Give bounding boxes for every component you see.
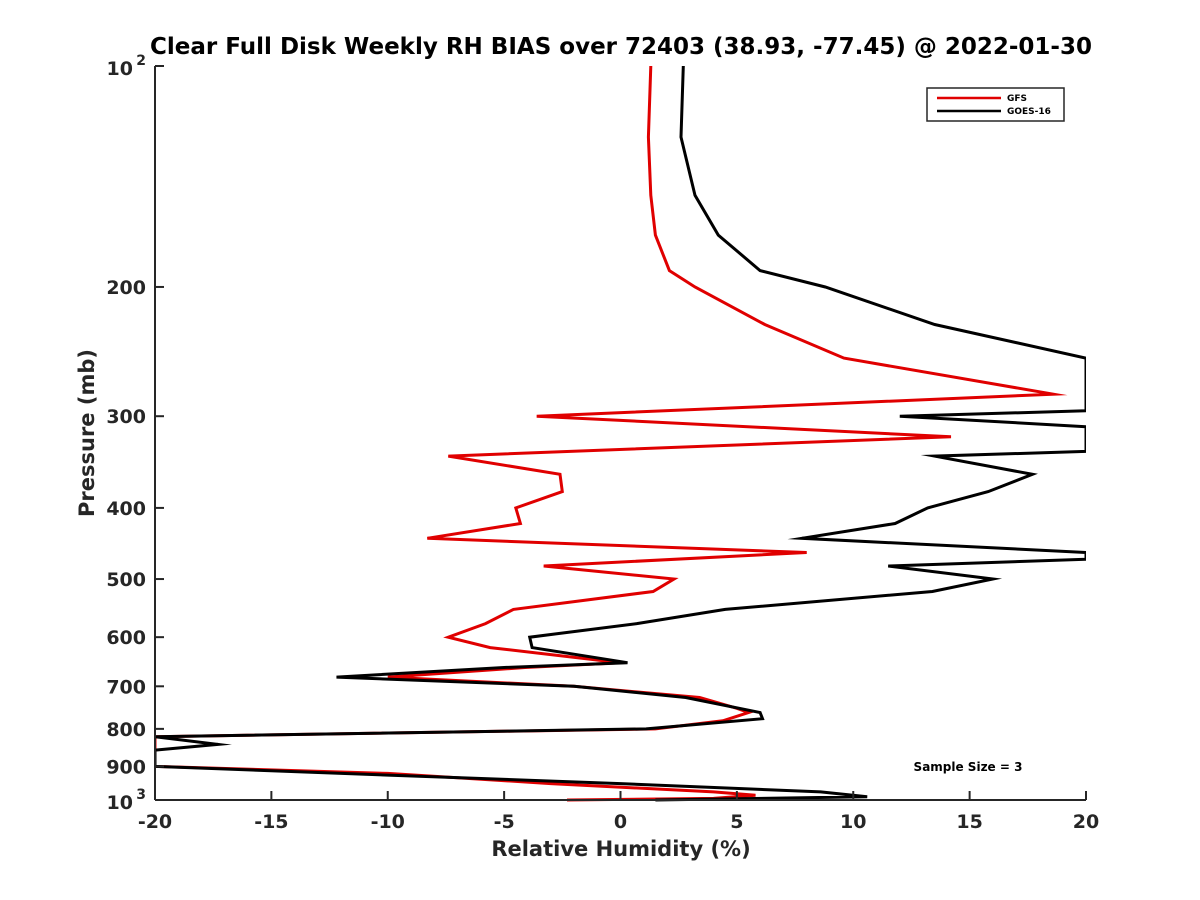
y-tick-label: 800 xyxy=(106,719,146,741)
legend: GFS GOES-16 xyxy=(926,87,1065,122)
y-axis-label: Pressure (mb) xyxy=(75,349,99,517)
x-tick-label: 5 xyxy=(730,811,743,833)
plot-area xyxy=(155,65,1086,802)
y-tick-label: 500 xyxy=(106,569,146,591)
legend-label: GFS xyxy=(1007,94,1027,104)
x-axis-label: Relative Humidity (%) xyxy=(491,837,750,861)
x-tick-label: 15 xyxy=(956,811,982,833)
x-tick-label: 0 xyxy=(614,811,627,833)
chart-title: Clear Full Disk Weekly RH BIAS over 7240… xyxy=(150,34,1092,60)
x-tick-label: 10 xyxy=(840,811,866,833)
x-tick-label: -5 xyxy=(494,811,515,833)
y-tick-label: 900 xyxy=(106,756,146,778)
legend-box xyxy=(926,87,1065,122)
y-tick-label: 300 xyxy=(106,406,146,428)
y-tick-label: 200 xyxy=(106,277,146,299)
y-tick-label: 700 xyxy=(106,676,146,698)
y-tick-exponent: 3 xyxy=(136,787,146,803)
series-line-goes-16 xyxy=(155,65,1086,802)
x-tick-label: 20 xyxy=(1073,811,1099,833)
sample-size-annotation: Sample Size = 3 xyxy=(914,760,1023,774)
y-tick-exponent: 2 xyxy=(136,53,146,69)
y-tick-label: 400 xyxy=(106,498,146,520)
y-tick-label: 10 xyxy=(107,792,133,814)
legend-label: GOES-16 xyxy=(1007,107,1051,117)
x-tick-label: -10 xyxy=(371,811,405,833)
y-tick-label: 10 xyxy=(107,58,133,80)
x-tick-label: -20 xyxy=(138,811,172,833)
x-tick-label: -15 xyxy=(254,811,288,833)
y-tick-label: 600 xyxy=(106,627,146,649)
series-line-gfs xyxy=(155,65,1068,802)
